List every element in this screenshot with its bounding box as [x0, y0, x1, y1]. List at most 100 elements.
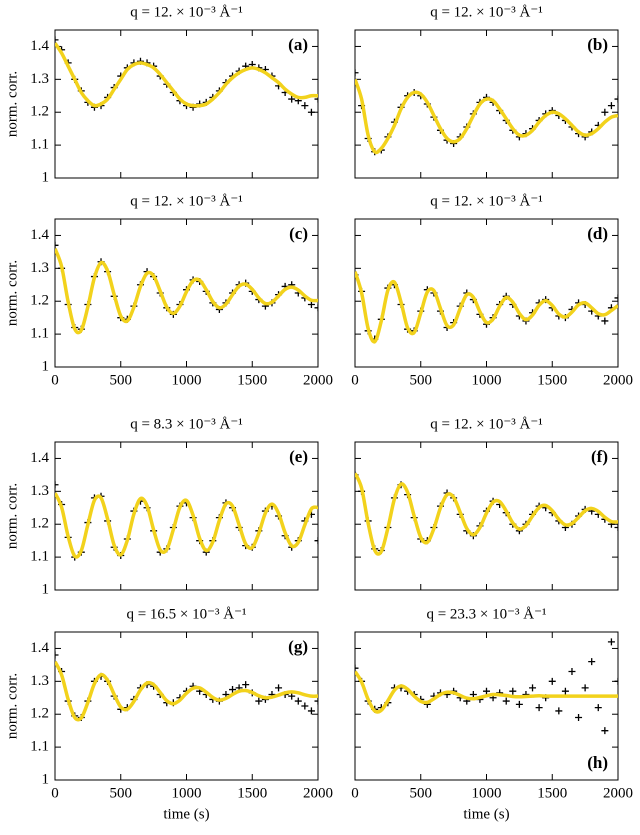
data-marker: [307, 108, 315, 116]
fit-line: [55, 660, 318, 722]
data-marker: [614, 95, 618, 103]
panel-title: q = 16.5 × 10⁻³ Å⁻¹: [126, 606, 246, 622]
y-tick-label: 1.2: [30, 293, 49, 309]
fit-line: [355, 472, 618, 556]
data-marker: [314, 537, 318, 545]
data-marker: [307, 707, 315, 715]
y-tick-label: 1.1: [30, 137, 49, 153]
data-marker: [581, 684, 589, 692]
data-marker: [607, 102, 615, 110]
y-tick-label: 1.4: [30, 450, 49, 466]
data-marker: [355, 664, 359, 672]
plot-frame: [54, 631, 319, 781]
y-axis-label: norm. corr.: [4, 71, 20, 137]
panel-title: q = 12. × 10⁻³ Å⁻¹: [130, 193, 243, 209]
data-marker: [594, 704, 602, 712]
x-tick-label: 1000: [172, 372, 202, 388]
x-tick-label: 1000: [172, 785, 202, 801]
panel-title: q = 12. × 10⁻³ Å⁻¹: [130, 4, 243, 20]
y-tick-label: 1.3: [30, 71, 49, 87]
x-tick-label: 1500: [237, 785, 267, 801]
y-tick-label: 1.3: [30, 260, 49, 276]
panel-label: (h): [587, 753, 608, 772]
data-marker: [314, 304, 318, 312]
x-tick-label: 0: [51, 372, 59, 388]
plot-area: [355, 69, 618, 156]
data-marker: [301, 102, 309, 110]
y-tick-label: 1.3: [30, 483, 49, 499]
data-marker: [509, 687, 517, 695]
y-tick-label: 1.4: [30, 227, 49, 243]
data-marker: [242, 681, 250, 689]
x-tick-label: 1000: [472, 372, 502, 388]
panel-label: (c): [289, 224, 308, 243]
x-tick-label: 500: [110, 372, 133, 388]
panel-label: (f): [591, 447, 608, 466]
y-tick-label: 1: [42, 358, 50, 374]
y-tick-label: 1.1: [30, 326, 49, 342]
x-axis-label: time (s): [163, 806, 209, 822]
data-marker: [307, 301, 315, 309]
panel-title: q = 12. × 10⁻³ Å⁻¹: [430, 416, 543, 432]
x-tick-label: 500: [410, 372, 433, 388]
y-tick-label: 1.4: [30, 38, 49, 54]
x-tick-label: 2000: [303, 785, 333, 801]
data-marker: [614, 524, 618, 532]
x-tick-label: 0: [51, 785, 59, 801]
fit-line: [55, 247, 318, 335]
data-marker: [355, 69, 359, 77]
x-tick-label: 0: [351, 785, 359, 801]
panel-label: (d): [587, 224, 608, 243]
data-marker: [535, 704, 543, 712]
fit-line: [55, 492, 318, 559]
x-tick-label: 1500: [237, 372, 267, 388]
plot-frame: [354, 631, 619, 781]
data-marker: [314, 95, 318, 103]
data-marker: [614, 677, 618, 685]
panel-title: q = 8.3 × 10⁻³ Å⁻¹: [130, 416, 243, 432]
panel-title: q = 12. × 10⁻³ Å⁻¹: [430, 193, 543, 209]
y-tick-label: 1: [42, 581, 50, 597]
y-tick-label: 1.1: [30, 549, 49, 565]
panel-label: (e): [289, 447, 308, 466]
y-axis-label: norm. corr.: [4, 483, 20, 549]
data-marker: [548, 677, 556, 685]
plot-area: [55, 651, 318, 722]
y-tick-label: 1.2: [30, 516, 49, 532]
x-tick-label: 2000: [303, 372, 333, 388]
plot-area: [55, 36, 318, 116]
data-marker: [55, 241, 59, 249]
x-tick-label: 1000: [472, 785, 502, 801]
data-marker: [55, 651, 59, 659]
y-tick-label: 1.2: [30, 104, 49, 120]
data-marker: [483, 687, 490, 695]
data-marker: [229, 686, 237, 694]
plot-area: [55, 241, 318, 335]
data-marker: [288, 692, 296, 700]
y-axis-label: norm. corr.: [4, 260, 20, 326]
x-tick-label: 1500: [537, 372, 567, 388]
y-axis-label: norm. corr.: [4, 673, 20, 739]
data-marker: [555, 707, 563, 715]
panel-label: (b): [587, 35, 608, 54]
data-marker: [55, 36, 59, 44]
y-tick-label: 1.1: [30, 739, 49, 755]
x-tick-label: 2000: [603, 785, 633, 801]
data-marker: [561, 687, 569, 695]
data-marker: [314, 697, 318, 705]
data-marker: [575, 714, 583, 722]
data-marker: [469, 690, 477, 698]
fit-line: [55, 42, 318, 108]
plot-area: [355, 271, 618, 344]
data-marker: [515, 700, 523, 708]
x-tick-label: 2000: [603, 372, 633, 388]
data-marker: [255, 697, 263, 705]
y-tick-label: 1: [42, 169, 50, 185]
fit-line: [355, 670, 618, 714]
data-marker: [288, 95, 296, 103]
panel-label: (g): [288, 637, 308, 656]
data-marker: [529, 684, 537, 692]
data-marker: [55, 481, 59, 489]
